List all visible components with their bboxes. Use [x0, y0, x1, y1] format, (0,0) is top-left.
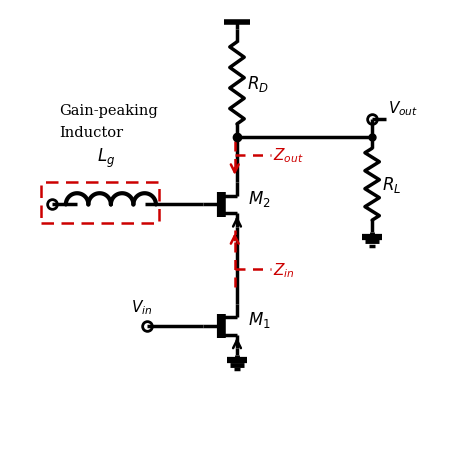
Bar [41, 182, 159, 224]
Text: $L_g$: $L_g$ [97, 146, 116, 169]
Text: $R_L$: $R_L$ [382, 175, 401, 195]
Text: $Z_{in}$: $Z_{in}$ [273, 260, 295, 279]
Text: $Z_{out}$: $Z_{out}$ [273, 146, 304, 165]
Text: $M_2$: $M_2$ [248, 188, 271, 208]
Text: Inductor: Inductor [59, 126, 123, 140]
Text: $V_{out}$: $V_{out}$ [388, 99, 418, 117]
Text: Gain-peaking: Gain-peaking [59, 104, 158, 118]
Text: $V_{in}$: $V_{in}$ [131, 298, 152, 317]
Text: $R_D$: $R_D$ [247, 74, 269, 94]
Text: $M_1$: $M_1$ [248, 310, 271, 329]
